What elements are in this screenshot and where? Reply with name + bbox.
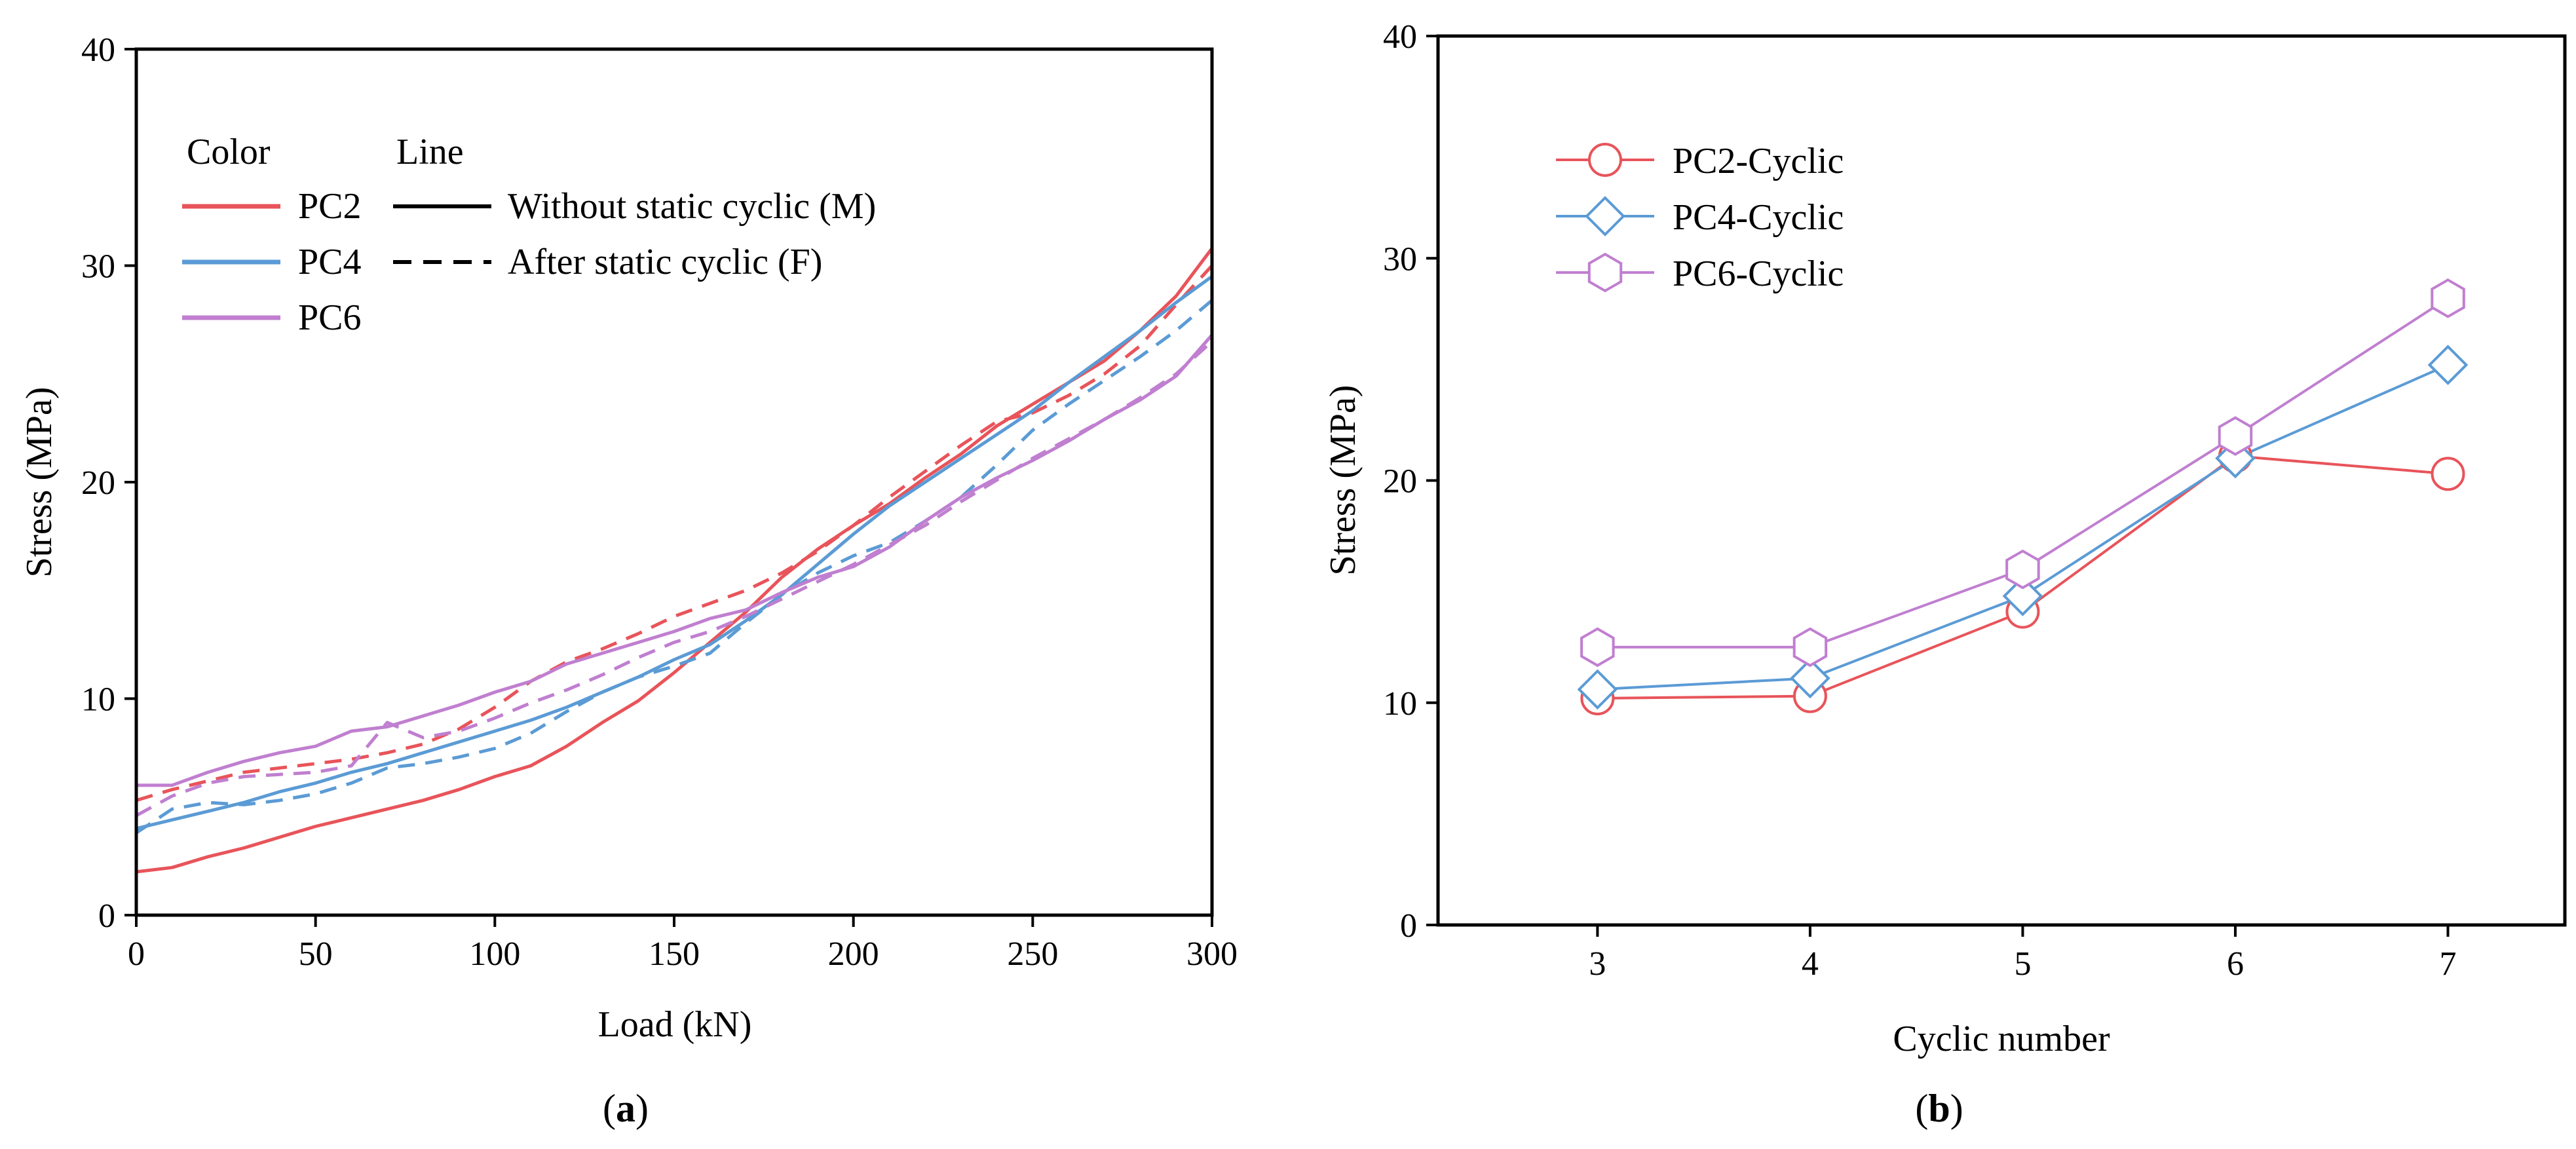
- panel-b-x-tick-label: 7: [2440, 945, 2457, 983]
- legend-pc2-cyclic-marker: [1588, 143, 1622, 177]
- legend-pc6-cyclic-marker: [1587, 252, 1623, 293]
- panel-a-x-tick-label: 300: [1186, 935, 1238, 973]
- panel-a-plot-frame: [134, 47, 1214, 917]
- series-line-pc2-f: [136, 264, 1213, 802]
- panel-a-y-axis-label: Stress (MPa): [19, 387, 60, 578]
- series-line-pc6-f: [135, 340, 1213, 818]
- panel-a-x-tick-label: 150: [649, 935, 700, 973]
- data-point-pc6-cyclic: [1580, 627, 1615, 668]
- panel-b: 3 4 5 6 7 0 10 20 30 40 Cyclic number Stress (MPa…: [1323, 18, 2567, 1130]
- panel-b-series-layer: [1577, 278, 2469, 715]
- legend-pc2-cyclic-label: PC2-Cyclic: [1673, 141, 1844, 181]
- panel-a-y-tick-label: 40: [81, 31, 115, 69]
- legend-pc4-cyclic-label: PC4-Cyclic: [1673, 197, 1844, 238]
- panel-a-y-tick-label: 20: [81, 464, 115, 502]
- panel-a-y-tick-label: 30: [81, 248, 115, 286]
- panel-b-x-tick-label: 3: [1589, 945, 1606, 983]
- panel-a-legend: Color Line PC2 PC4 PC6 Without static cy…: [182, 132, 876, 338]
- panel-b-caption-letter: b: [1928, 1087, 1950, 1130]
- panel-a-caption: (a): [603, 1087, 649, 1130]
- panel-b-y-tick-label: 40: [1383, 18, 1417, 56]
- data-point-pc4-cyclic: [1790, 658, 1830, 699]
- data-point-pc4-cyclic: [1577, 669, 1618, 710]
- panel-a-x-axis-label: Load (kN): [598, 1004, 752, 1045]
- legend-marker-pc2-cyclic: [1588, 143, 1622, 177]
- panel-a-x-tick-label: 0: [128, 935, 145, 973]
- series-line-pc4-m: [136, 274, 1213, 831]
- panel-b-caption: (b): [1915, 1087, 1963, 1130]
- legend-color-header: Color: [187, 132, 271, 172]
- panel-b-y-tick-label: 20: [1383, 463, 1417, 500]
- legend-after-static-label: After static cyclic (F): [508, 242, 822, 282]
- data-point-pc6-cyclic: [2005, 549, 2040, 590]
- panel-b-x-tick-label: 6: [2227, 945, 2244, 983]
- panel-a-series-layer: [135, 247, 1213, 874]
- legend-pc2-label: PC2: [298, 186, 362, 227]
- panel-b-y-tick-label: 0: [1400, 907, 1417, 945]
- panel-b-x-tick-label: 4: [1802, 945, 1819, 983]
- legend-line-header: Line: [396, 132, 464, 172]
- data-point-pc2-cyclic: [2431, 457, 2465, 491]
- data-point-pc4-cyclic: [2427, 345, 2469, 385]
- data-point-pc4-cyclic: [2002, 576, 2043, 616]
- panel-b-x-tick-label: 5: [2014, 945, 2031, 983]
- panel-a-y-tick-label: 10: [81, 681, 115, 719]
- panel-b-ticks: 3 4 5 6 7 0 10 20 30 40: [1383, 18, 2457, 983]
- legend-pc6-cyclic-label: PC6-Cyclic: [1673, 254, 1844, 294]
- legend-pc4-cyclic-marker: [1585, 196, 1625, 236]
- legend-marker-pc4-cyclic: [1585, 196, 1625, 236]
- legend-marker-pc6-cyclic: [1587, 252, 1623, 293]
- legend-pc6-label: PC6: [298, 297, 362, 338]
- panel-a-y-tick-label: 0: [98, 897, 115, 935]
- panel-b-x-axis-label: Cyclic number: [1893, 1019, 2110, 1059]
- panel-a-caption-letter: a: [616, 1087, 635, 1130]
- legend-without-static-label: Without static cyclic (M): [508, 186, 876, 227]
- series-line-pc2-m: [136, 247, 1213, 874]
- series-line-pc4-cyclic: [1597, 364, 2449, 691]
- series-line-pc4-f: [135, 299, 1213, 835]
- data-point-pc6-cyclic: [2431, 278, 2465, 318]
- data-point-pc6-cyclic: [2218, 416, 2253, 456]
- panel-a-x-tick-label: 200: [828, 935, 879, 973]
- data-point-pc6-cyclic: [1792, 627, 1828, 668]
- panel-b-y-axis-label: Stress (MPa): [1323, 385, 1363, 576]
- panel-a-ticks: 0 50 100 150 200 250 300 0 10 20 30 40: [81, 31, 1238, 973]
- panel-b-y-tick-label: 30: [1383, 240, 1417, 278]
- panel-b-legend: PC2-Cyclic PC4-Cyclic PC6-Cyclic: [1556, 141, 1844, 294]
- panel-a: 0 50 100 150 200 250 300 0 10 20 30 40 Load (kN) St…: [19, 31, 1238, 1130]
- series-line-pc6-m: [136, 333, 1213, 787]
- legend-pc4-label: PC4: [298, 242, 362, 282]
- panel-a-x-tick-label: 100: [469, 935, 520, 973]
- panel-a-x-tick-label: 50: [299, 935, 333, 973]
- panel-a-x-tick-label: 250: [1007, 935, 1058, 973]
- panel-b-y-tick-label: 10: [1383, 685, 1417, 723]
